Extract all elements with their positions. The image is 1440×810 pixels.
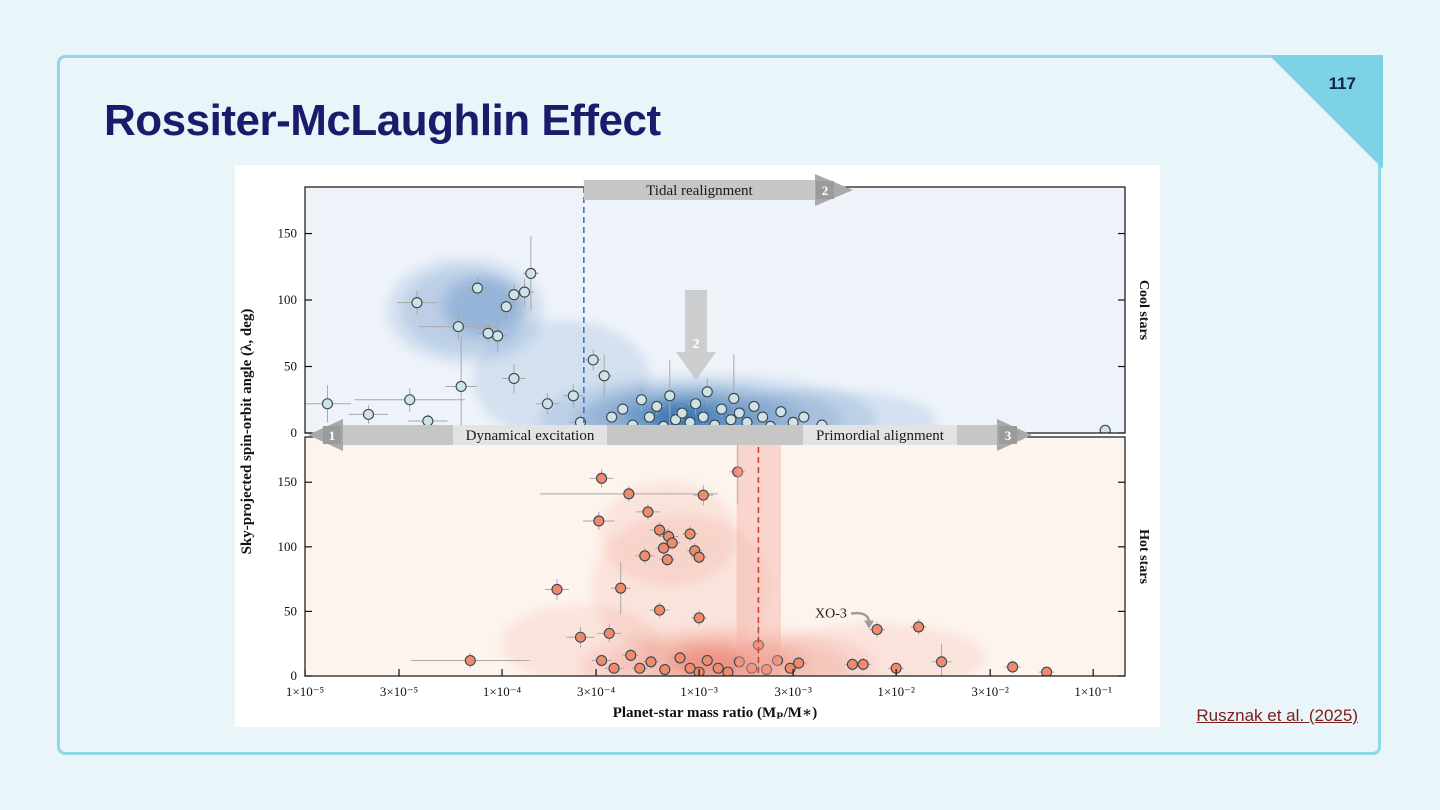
svg-text:1: 1 [329, 428, 336, 443]
svg-text:2: 2 [693, 337, 700, 352]
rm-figure: 1×10⁻⁵ 3×10⁻⁵ 1×10⁻⁴ 3×10⁻⁴ 1×10⁻³ 3×10⁻³ 1×10… [235, 165, 1160, 727]
svg-text:0: 0 [291, 668, 298, 683]
svg-text:1×10⁻³: 1×10⁻³ [680, 684, 718, 699]
svg-text:1×10⁻⁵: 1×10⁻⁵ [286, 684, 324, 699]
page-number: 117 [1328, 74, 1356, 93]
svg-text:2: 2 [822, 183, 829, 198]
svg-text:50: 50 [284, 603, 297, 618]
svg-text:3×10⁻⁴: 3×10⁻⁴ [577, 684, 616, 699]
svg-text:3×10⁻⁵: 3×10⁻⁵ [380, 684, 418, 699]
svg-text:XO-3: XO-3 [815, 606, 847, 621]
svg-text:1×10⁻¹: 1×10⁻¹ [1074, 684, 1112, 699]
citation-link[interactable]: Rusznak et al. (2025) [1196, 706, 1358, 725]
svg-text:1×10⁻²: 1×10⁻² [877, 684, 915, 699]
svg-text:Dynamical excitation: Dynamical excitation [466, 428, 595, 444]
slide-title: Rossiter-McLaughlin Effect [104, 96, 661, 145]
svg-text:Cool stars: Cool stars [1136, 280, 1151, 341]
svg-text:3: 3 [1005, 428, 1012, 443]
rm-figure-svg: 1×10⁻⁵ 3×10⁻⁵ 1×10⁻⁴ 3×10⁻⁴ 1×10⁻³ 3×10⁻³ 1×10… [239, 174, 1151, 721]
svg-text:100: 100 [278, 539, 298, 554]
svg-text:150: 150 [278, 474, 298, 489]
svg-text:150: 150 [278, 226, 298, 241]
svg-text:50: 50 [284, 359, 297, 374]
svg-text:Tidal realignment: Tidal realignment [646, 183, 753, 199]
svg-text:3×10⁻³: 3×10⁻³ [774, 684, 812, 699]
svg-text:1×10⁻⁴: 1×10⁻⁴ [483, 684, 522, 699]
svg-text:100: 100 [278, 292, 298, 307]
svg-text:Hot stars: Hot stars [1136, 529, 1151, 584]
svg-text:Primordial alignment: Primordial alignment [816, 428, 945, 444]
slide-frame [57, 55, 1381, 755]
svg-text:Planet-star mass ratio (Mₚ/M∗): Planet-star mass ratio (Mₚ/M∗) [613, 705, 818, 721]
svg-text:Sky-projected spin-orbit angle: Sky-projected spin-orbit angle (λ, deg) [239, 309, 255, 555]
svg-text:3×10⁻²: 3×10⁻² [971, 684, 1009, 699]
svg-text:0: 0 [291, 425, 298, 440]
